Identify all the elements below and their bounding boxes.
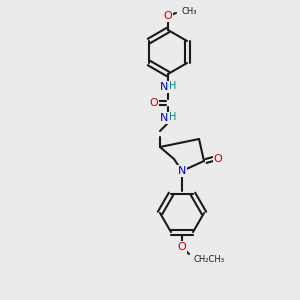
Text: CH₃: CH₃ [182,8,197,16]
Text: N: N [160,113,168,123]
Text: H: H [169,81,177,91]
Text: N: N [160,82,168,92]
Text: N: N [178,166,186,176]
Text: H: H [169,112,177,122]
Text: O: O [178,242,186,252]
Text: CH₂CH₃: CH₂CH₃ [194,254,225,263]
Text: O: O [164,11,172,21]
Text: O: O [150,98,158,108]
Text: O: O [214,154,222,164]
